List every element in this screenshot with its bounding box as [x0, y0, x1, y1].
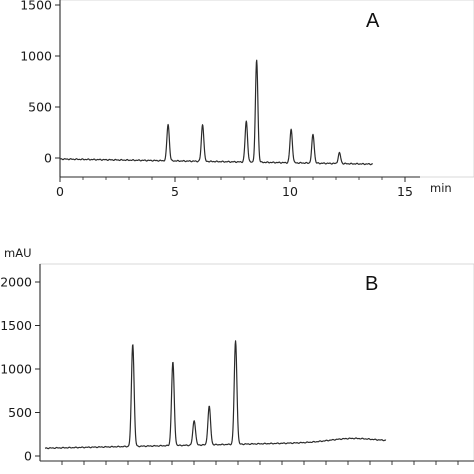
panel-b: mAU 0 500 1000 1500 2000 B — [0, 246, 474, 465]
panel-a-y-ticks: 0 500 1000 1500 — [20, 0, 60, 166]
panel-a: 0 500 1000 1500 0 5 10 15 min A — [20, 0, 474, 199]
panel-b-y-tick-label: 0 — [24, 449, 32, 464]
panel-b-plot-frame — [39, 263, 474, 462]
panel-b-y-tick-label: 1000 — [0, 362, 32, 377]
panel-a-x-tick-label: 5 — [171, 184, 179, 199]
panel-a-label: A — [366, 10, 380, 32]
panel-a-y-tick-label: 0 — [44, 151, 52, 166]
panel-a-plot-frame — [59, 0, 474, 178]
panel-a-y-tick-label: 500 — [28, 100, 52, 115]
panel-a-x-tick-label: 15 — [397, 184, 413, 199]
panel-a-y-tick-label: 1000 — [20, 49, 52, 64]
panel-a-x-ticks: 0 5 10 15 — [56, 177, 413, 199]
panel-b-y-unit: mAU — [4, 246, 32, 260]
panel-b-trace — [44, 340, 387, 450]
panel-a-y-tick-label: 1500 — [20, 0, 52, 13]
panel-b-y-ticks: 0 500 1000 1500 2000 — [0, 275, 459, 465]
panel-b-label: B — [365, 273, 378, 295]
panel-b-y-tick-label: 500 — [8, 405, 32, 420]
panel-a-x-tick-label: 10 — [282, 184, 298, 199]
panel-a-x-unit: min — [430, 181, 452, 195]
panel-b-y-tick-label: 2000 — [0, 275, 32, 290]
panel-b-y-tick-label: 1500 — [0, 318, 32, 333]
panel-a-x-tick-label: 0 — [56, 184, 64, 199]
panel-a-trace — [59, 59, 374, 166]
